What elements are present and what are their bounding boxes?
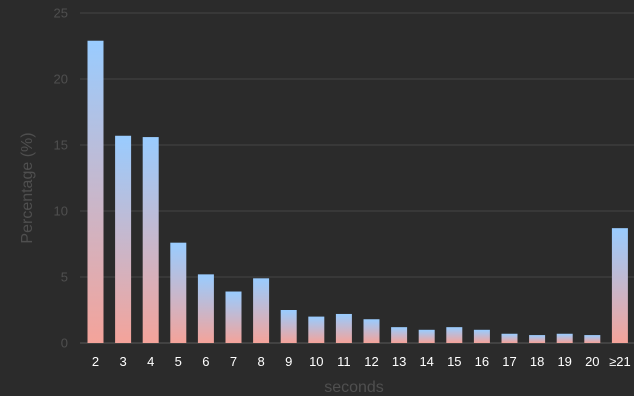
y-tick-label: 20 [54,72,68,87]
x-axis-ticks: 2 3 4 5 6 7 8 9 10 11 12 13 14 15 16 17 18 19 20 ≥21 [92,354,631,369]
y-tick-label: 25 [54,6,68,21]
bar-15 [446,327,463,343]
bar-5 [170,242,187,343]
x-tick-label: 11 [337,354,351,369]
bar-4 [142,137,159,343]
x-tick-label: 6 [202,354,209,369]
x-tick-label: 12 [364,354,378,369]
bar-9 [280,310,297,343]
bar-10 [308,316,325,343]
x-tick-label: 19 [557,354,571,369]
bar-2 [87,40,104,343]
y-tick-label: 5 [61,270,68,285]
x-tick-label: 4 [147,354,154,369]
bar-13 [391,327,408,343]
x-tick-label: 13 [392,354,406,369]
y-axis-ticks: 0 5 10 15 20 25 [54,6,68,351]
bar-7 [225,291,242,343]
y-tick-label: 0 [61,336,68,351]
x-tick-label: 3 [119,354,126,369]
x-tick-label: 15 [447,354,461,369]
bar-≥21 [611,228,628,343]
x-tick-label: 5 [175,354,182,369]
x-tick-label: 10 [309,354,323,369]
bar-20 [584,335,601,343]
y-tick-label: 10 [54,204,68,219]
bar-12 [363,319,380,343]
bar-17 [501,333,518,343]
bar-19 [556,333,573,343]
bar-14 [418,329,435,343]
x-tick-label: 17 [502,354,516,369]
bar-8 [253,278,270,343]
x-tick-label: ≥21 [609,354,631,369]
bar-16 [473,329,490,343]
x-tick-label: 9 [285,354,292,369]
bar-11 [335,313,352,343]
y-tick-label: 15 [54,138,68,153]
bar-18 [529,335,546,343]
x-tick-label: 20 [585,354,599,369]
x-tick-label: 8 [257,354,264,369]
grid-lines [80,12,634,344]
x-axis-title: seconds [324,379,384,396]
bar-6 [197,274,214,343]
y-axis-title: Percentage (%) [19,132,36,243]
bar-3 [115,135,132,343]
x-tick-label: 16 [475,354,489,369]
x-tick-label: 7 [230,354,237,369]
x-tick-label: 14 [419,354,433,369]
bars [87,40,628,343]
x-tick-label: 2 [92,354,99,369]
x-tick-label: 18 [530,354,544,369]
